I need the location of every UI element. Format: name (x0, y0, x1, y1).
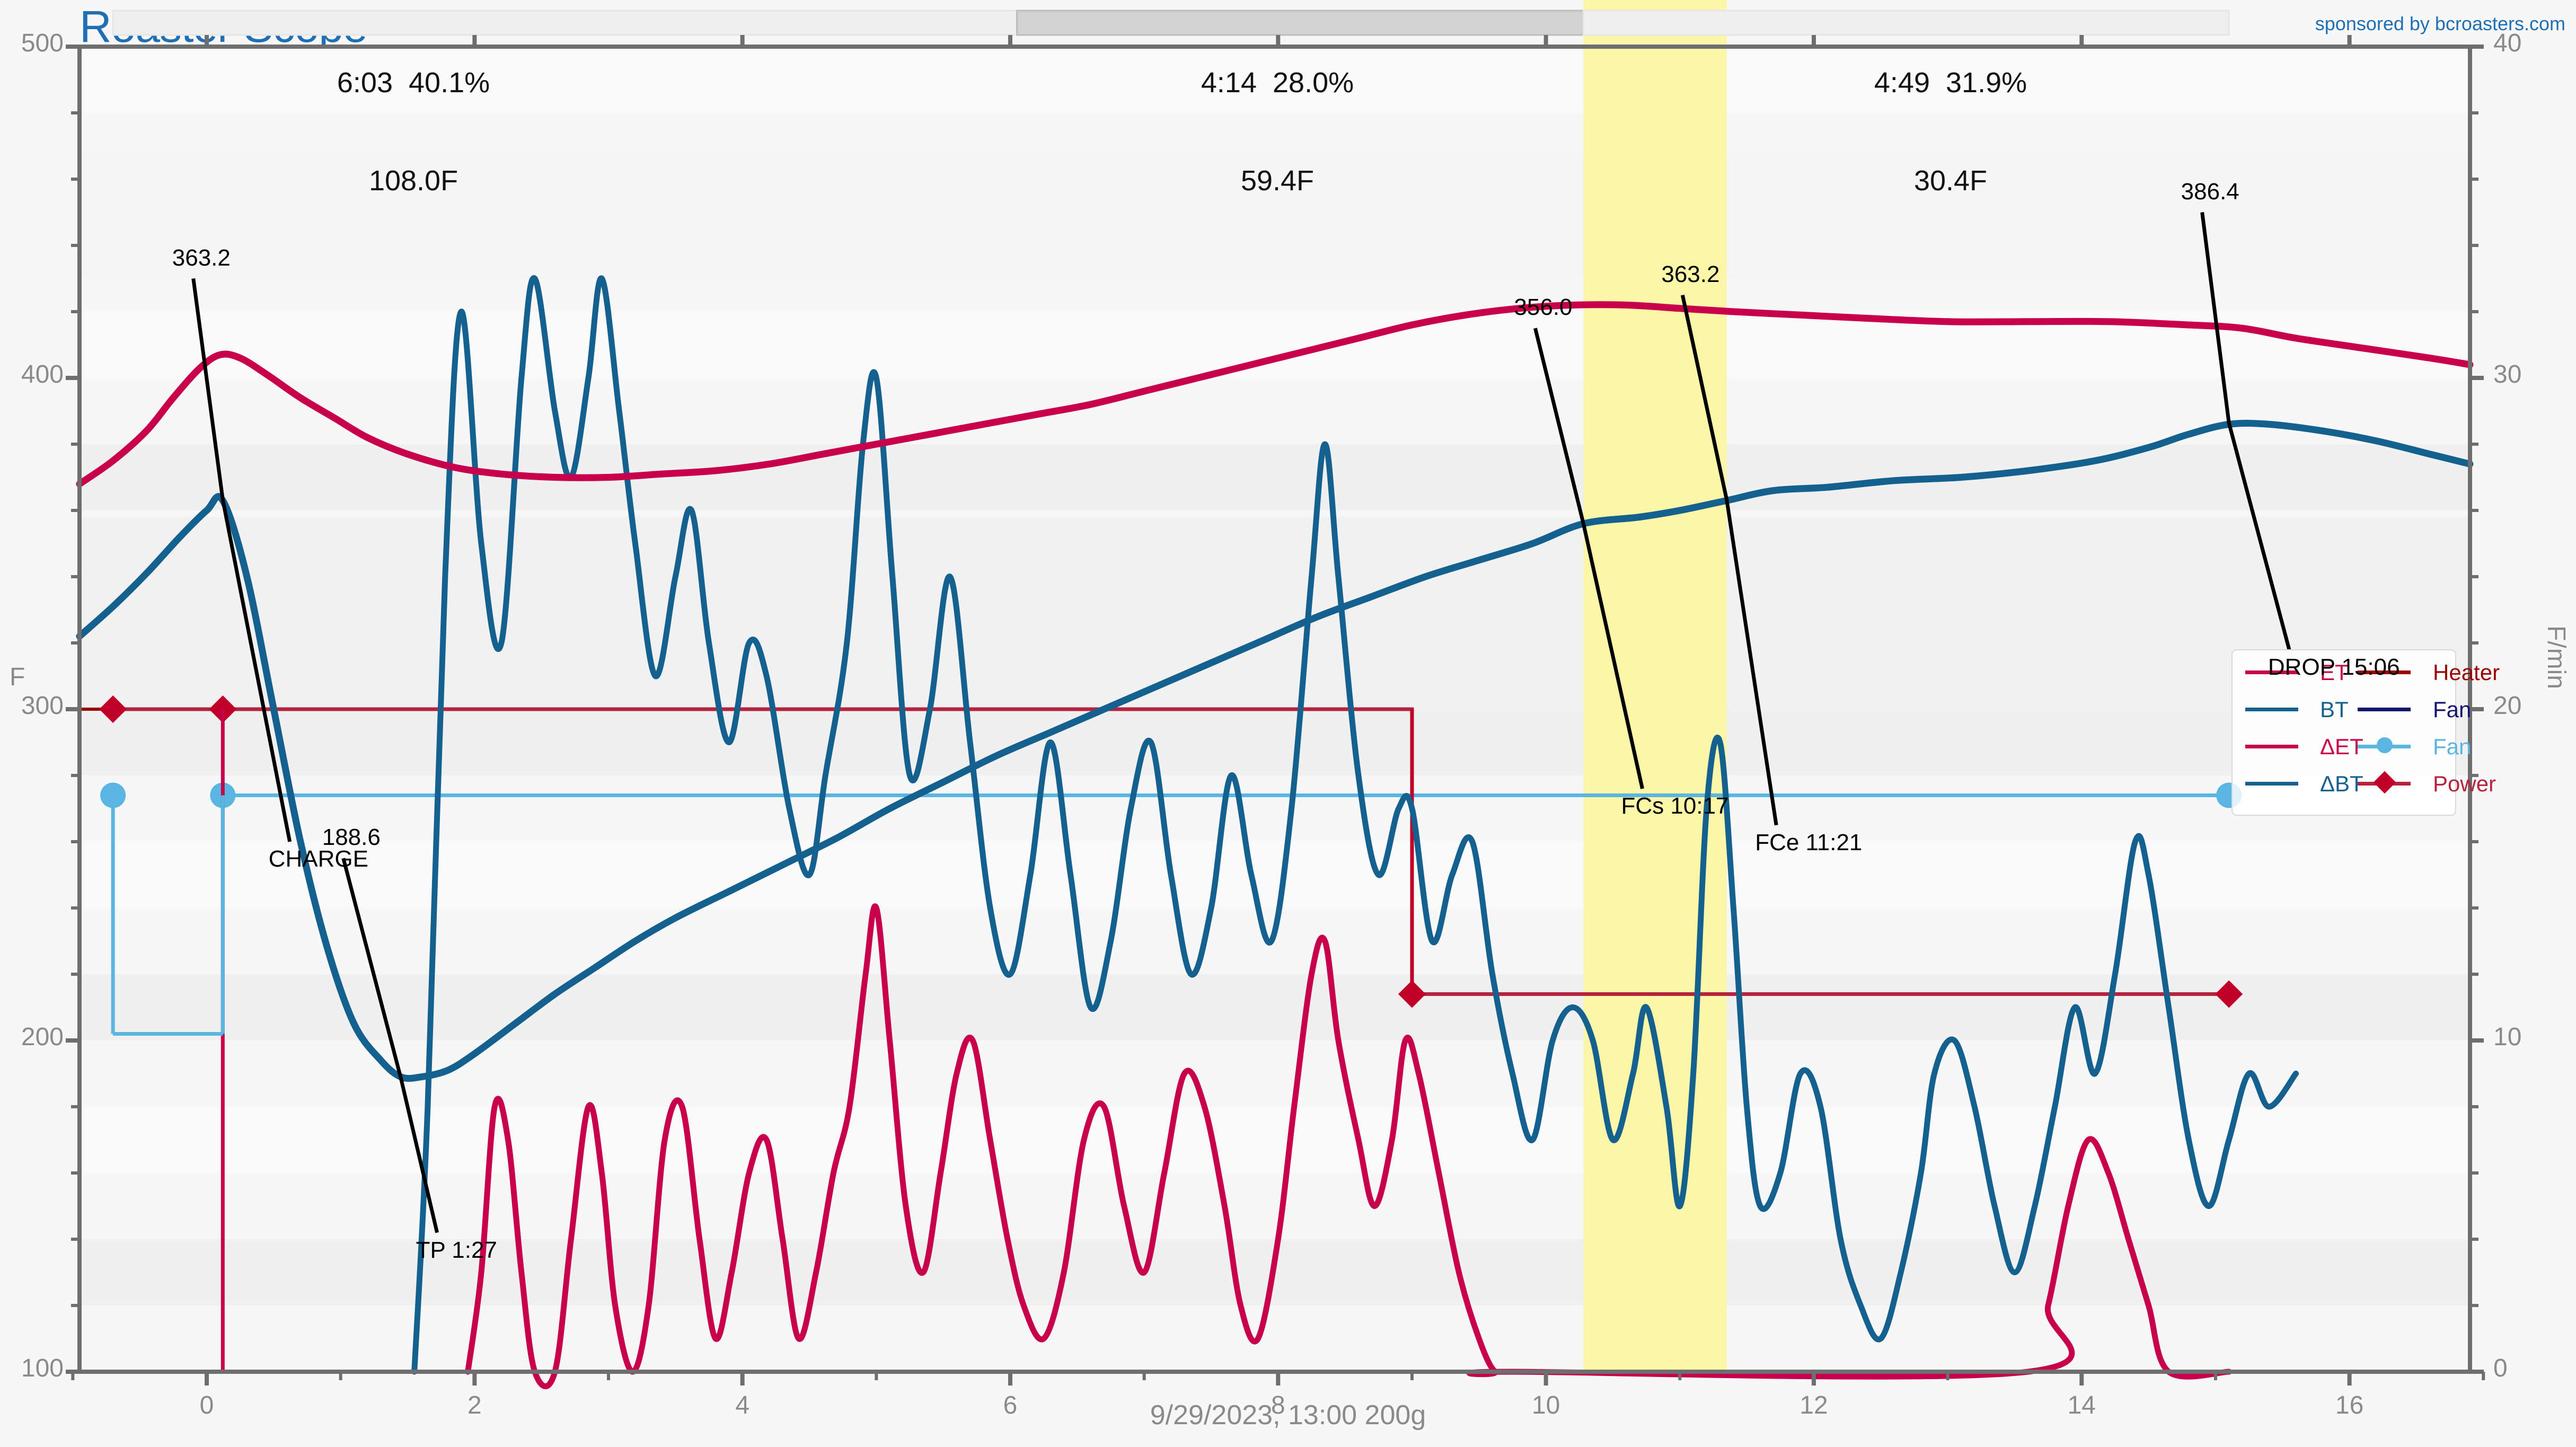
power-marker (2215, 980, 2243, 1008)
phase-1-temp-rise: 108.0F (368, 165, 458, 197)
power-marker (99, 695, 127, 723)
legend-label-3[interactable]: ΔBT (2320, 771, 2363, 796)
event-label-tp: TP 1:27 (416, 1237, 497, 1263)
event-value-drop: 386.4 (2181, 178, 2239, 205)
legend-swatch-et-2 (2245, 745, 2298, 748)
legend-swatch-et-0 (2245, 670, 2298, 674)
legend-label-7[interactable]: Power (2433, 771, 2496, 796)
left-axis-label: F (10, 663, 25, 691)
event-value-fce: 363.2 (1661, 261, 1720, 287)
legend-swatch-bt-1 (2245, 708, 2298, 711)
legend-label-2[interactable]: ΔET (2320, 734, 2363, 759)
x-tick-6: 6 (1003, 1391, 1018, 1419)
legend: ET BT ΔET ΔBT Heater Fan Fan Power (2231, 649, 2500, 816)
phase-3-time: 4:49 31.9% (1874, 67, 2027, 99)
phase-bar-drying (112, 10, 1018, 36)
plot-area (66, 0, 2485, 1389)
y2-tick-30: 30 (2493, 360, 2522, 389)
phase-2-time: 4:14 28.0% (1201, 67, 1354, 99)
event-label-drop: DROP 15:06 (2268, 654, 2400, 680)
phase-1-time: 6:03 40.1% (337, 67, 490, 99)
legend-swatch-heater-4 (2358, 670, 2411, 674)
x-tick-0: 0 (199, 1391, 214, 1419)
y2-tick-10: 10 (2493, 1023, 2522, 1051)
x-tick-16: 16 (2335, 1391, 2364, 1419)
y-tick-400: 400 (21, 360, 64, 389)
event-label-fcs: FCs 10:17 (1621, 793, 1729, 819)
x-tick-12: 12 (1799, 1391, 1828, 1419)
x-tick-4: 4 (735, 1391, 750, 1419)
series-delta-bt (411, 275, 2299, 1375)
phase-bar-maillard (1016, 10, 1584, 36)
event-label-charge: CHARGE (268, 846, 368, 872)
legend-label-0[interactable]: ET (2320, 660, 2349, 685)
y2-tick-40: 40 (2493, 29, 2522, 57)
event-value-fcs: 356.0 (1514, 294, 1573, 321)
legend-label-6[interactable]: Fan (2433, 734, 2472, 759)
first-crack-band (1583, 0, 1727, 1372)
y-tick-300: 300 (21, 692, 64, 720)
event-value-charge: 363.2 (172, 244, 231, 271)
legend-swatch-bt-3 (2245, 782, 2298, 786)
y2-tick-20: 20 (2493, 692, 2522, 720)
series-et (76, 301, 2474, 488)
legend-marker-diamond-icon (2373, 771, 2396, 794)
phase-3-temp-rise: 30.4F (1913, 165, 1988, 197)
sponsor-label: sponsored by bcroasters.com (2315, 13, 2565, 34)
x-tick-2: 2 (467, 1391, 482, 1419)
right-axis-label: F/min (2542, 625, 2570, 689)
y2-tick-0: 0 (2493, 1354, 2508, 1382)
event-label-fce: FCe 11:21 (1755, 829, 1863, 855)
series-bt (76, 420, 2474, 1082)
x-tick-8: 8 (1271, 1391, 1285, 1419)
x-tick-14: 14 (2067, 1391, 2096, 1419)
y-tick-500: 500 (21, 29, 64, 57)
legend-label-5[interactable]: Fan (2433, 697, 2472, 722)
footer-caption: 9/29/2023, 13:00 200g (1150, 1400, 1426, 1431)
phase-2-temp-rise: 59.4F (1240, 165, 1315, 197)
chart-svg (66, 0, 2485, 1389)
y-tick-100: 100 (21, 1354, 64, 1382)
series-delta-et (465, 903, 2232, 1389)
y-tick-200: 200 (21, 1023, 64, 1051)
legend-label-1[interactable]: BT (2320, 697, 2349, 722)
phase-bar-development (1582, 10, 2230, 36)
legend-label-4[interactable]: Heater (2433, 660, 2500, 685)
x-tick-10: 10 (1531, 1391, 1560, 1419)
legend-marker-circle-icon (2377, 737, 2393, 753)
legend-swatch-fan-5 (2358, 708, 2411, 711)
event-value-tp: 188.6 (322, 824, 381, 851)
